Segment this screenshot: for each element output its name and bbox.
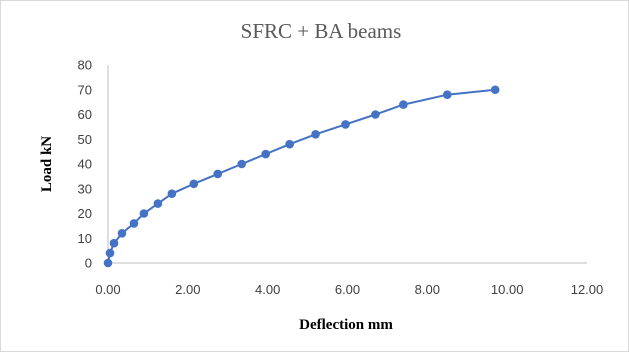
axes: [107, 65, 587, 264]
data-point: [139, 209, 149, 218]
data-point: [311, 130, 320, 139]
data-point: [189, 179, 199, 189]
data-point: [153, 199, 163, 208]
y-axis-title: Load kN: [39, 136, 55, 192]
y-tick-label: 70: [78, 82, 92, 97]
data-point: [285, 139, 294, 149]
chart-title: SFRC + BA beams: [241, 19, 402, 43]
data-point: [442, 90, 452, 99]
y-tick-label: 10: [78, 231, 92, 246]
series-line-group: [107, 88, 496, 264]
data-point: [399, 100, 408, 109]
series-line: [107, 88, 496, 264]
data-point: [103, 258, 113, 268]
x-tick-label: 2.00: [175, 282, 200, 297]
data-point: [237, 159, 247, 169]
data-point: [109, 238, 119, 248]
x-tick-label: 6.00: [335, 282, 360, 297]
data-point: [490, 85, 500, 95]
y-tick-label: 50: [78, 132, 92, 147]
y-tick-label: 0: [85, 256, 92, 271]
data-point: [341, 120, 350, 129]
data-point: [105, 248, 115, 258]
y-tick-labels: 0 10 20 30 40 50 60 70 80: [78, 58, 92, 271]
x-axis-title: Deflection mm: [299, 317, 393, 333]
series-points-group: [103, 85, 500, 268]
data-point: [213, 169, 223, 179]
y-tick-label: 20: [78, 206, 92, 221]
y-tick-label: 80: [78, 58, 92, 73]
x-tick-label: 8.00: [415, 282, 440, 297]
y-tick-label: 60: [78, 107, 92, 122]
data-point: [261, 149, 270, 159]
data-point: [117, 229, 127, 238]
x-tick-label: 12.00: [571, 282, 604, 297]
x-tick-label: 0.00: [95, 282, 120, 297]
x-tick-labels: 0.00 2.00 4.00 6.00 8.00 10.00 12.00: [95, 282, 603, 297]
data-point: [167, 189, 177, 198]
y-tick-label: 40: [78, 157, 92, 172]
data-point: [371, 110, 380, 119]
y-tick-label: 30: [78, 181, 92, 196]
x-tick-label: 10.00: [491, 282, 524, 297]
x-tick-label: 4.00: [255, 282, 280, 297]
data-point: [129, 219, 139, 228]
